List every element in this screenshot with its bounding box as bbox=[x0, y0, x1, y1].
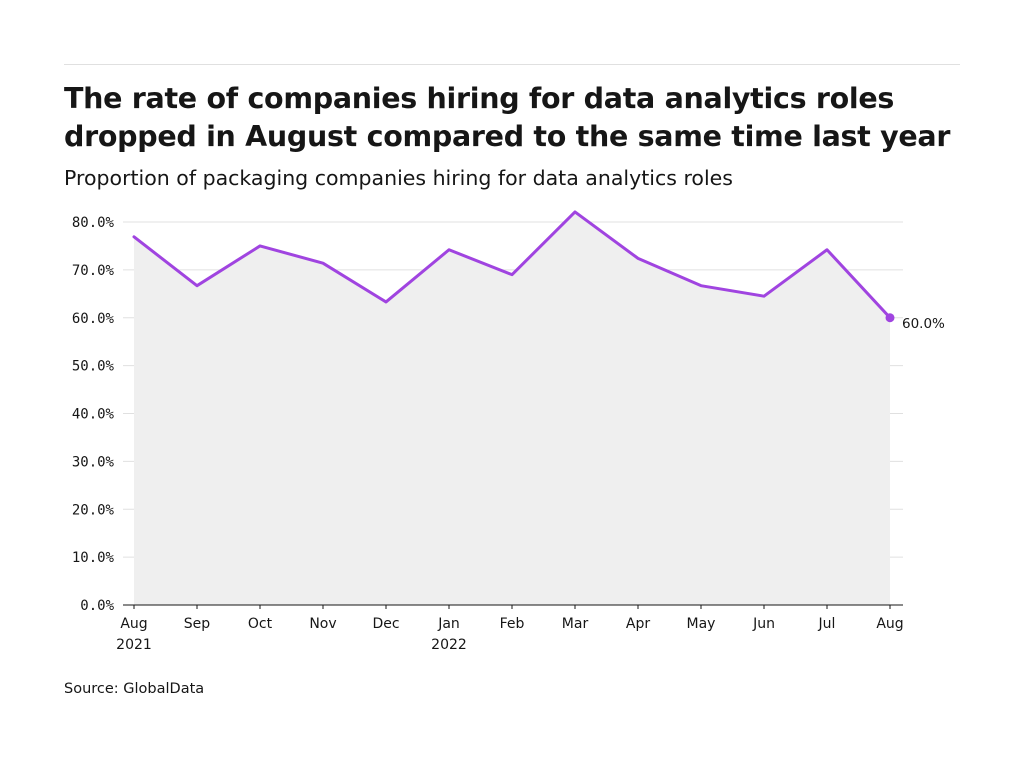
y-tick-label: 80.0% bbox=[72, 215, 115, 231]
end-point-marker bbox=[885, 313, 895, 323]
x-tick-label: Dec bbox=[372, 616, 399, 632]
x-tick-label: Jul bbox=[818, 616, 836, 632]
chart-title: The rate of companies hiring for data an… bbox=[64, 82, 951, 153]
x-tick-label: Jun bbox=[752, 616, 775, 632]
x-tick-label: Nov bbox=[309, 616, 336, 632]
x-tick-label: Oct bbox=[248, 616, 273, 632]
source-note: Source: GlobalData bbox=[64, 681, 205, 697]
x-tick-label: Apr bbox=[626, 616, 650, 632]
y-tick-label: 60.0% bbox=[72, 311, 115, 327]
x-tick-label: Jan bbox=[437, 616, 460, 632]
top-divider bbox=[64, 64, 960, 65]
x-tick-label: May bbox=[687, 616, 716, 632]
x-tick-label: Aug bbox=[120, 616, 147, 632]
y-tick-label: 0.0% bbox=[80, 598, 114, 614]
area-fill bbox=[134, 211, 890, 606]
x-tick-label: Aug bbox=[876, 616, 903, 632]
x-tick-label: Sep bbox=[184, 616, 211, 632]
x-tick-label: Feb bbox=[500, 616, 525, 632]
end-value-label: 60.0% bbox=[902, 316, 945, 332]
y-tick-label: 50.0% bbox=[72, 359, 115, 375]
x-tick-label: 2021 bbox=[116, 637, 152, 653]
chart-subtitle: Proportion of packaging companies hiring… bbox=[64, 166, 733, 190]
x-tick-label: Mar bbox=[562, 616, 589, 632]
y-tick-label: 30.0% bbox=[72, 454, 115, 470]
y-tick-label: 70.0% bbox=[72, 263, 115, 279]
y-axis-ticks: 0.0% 10.0% 20.0% 30.0% 40.0% 50.0% 60.0% 70.0% 8… bbox=[72, 215, 115, 614]
y-tick-label: 10.0% bbox=[72, 550, 115, 566]
series-line bbox=[132, 210, 892, 320]
x-axis-ticks: Aug 2021 Sep Oct Nov Dec Jan 2022 Feb Mar Apr May Ju… bbox=[116, 605, 904, 653]
y-tick-label: 40.0% bbox=[72, 407, 115, 423]
x-tick-label: 2022 bbox=[431, 637, 467, 653]
y-tick-label: 20.0% bbox=[72, 502, 115, 518]
data-points: 60.0% bbox=[885, 313, 945, 332]
